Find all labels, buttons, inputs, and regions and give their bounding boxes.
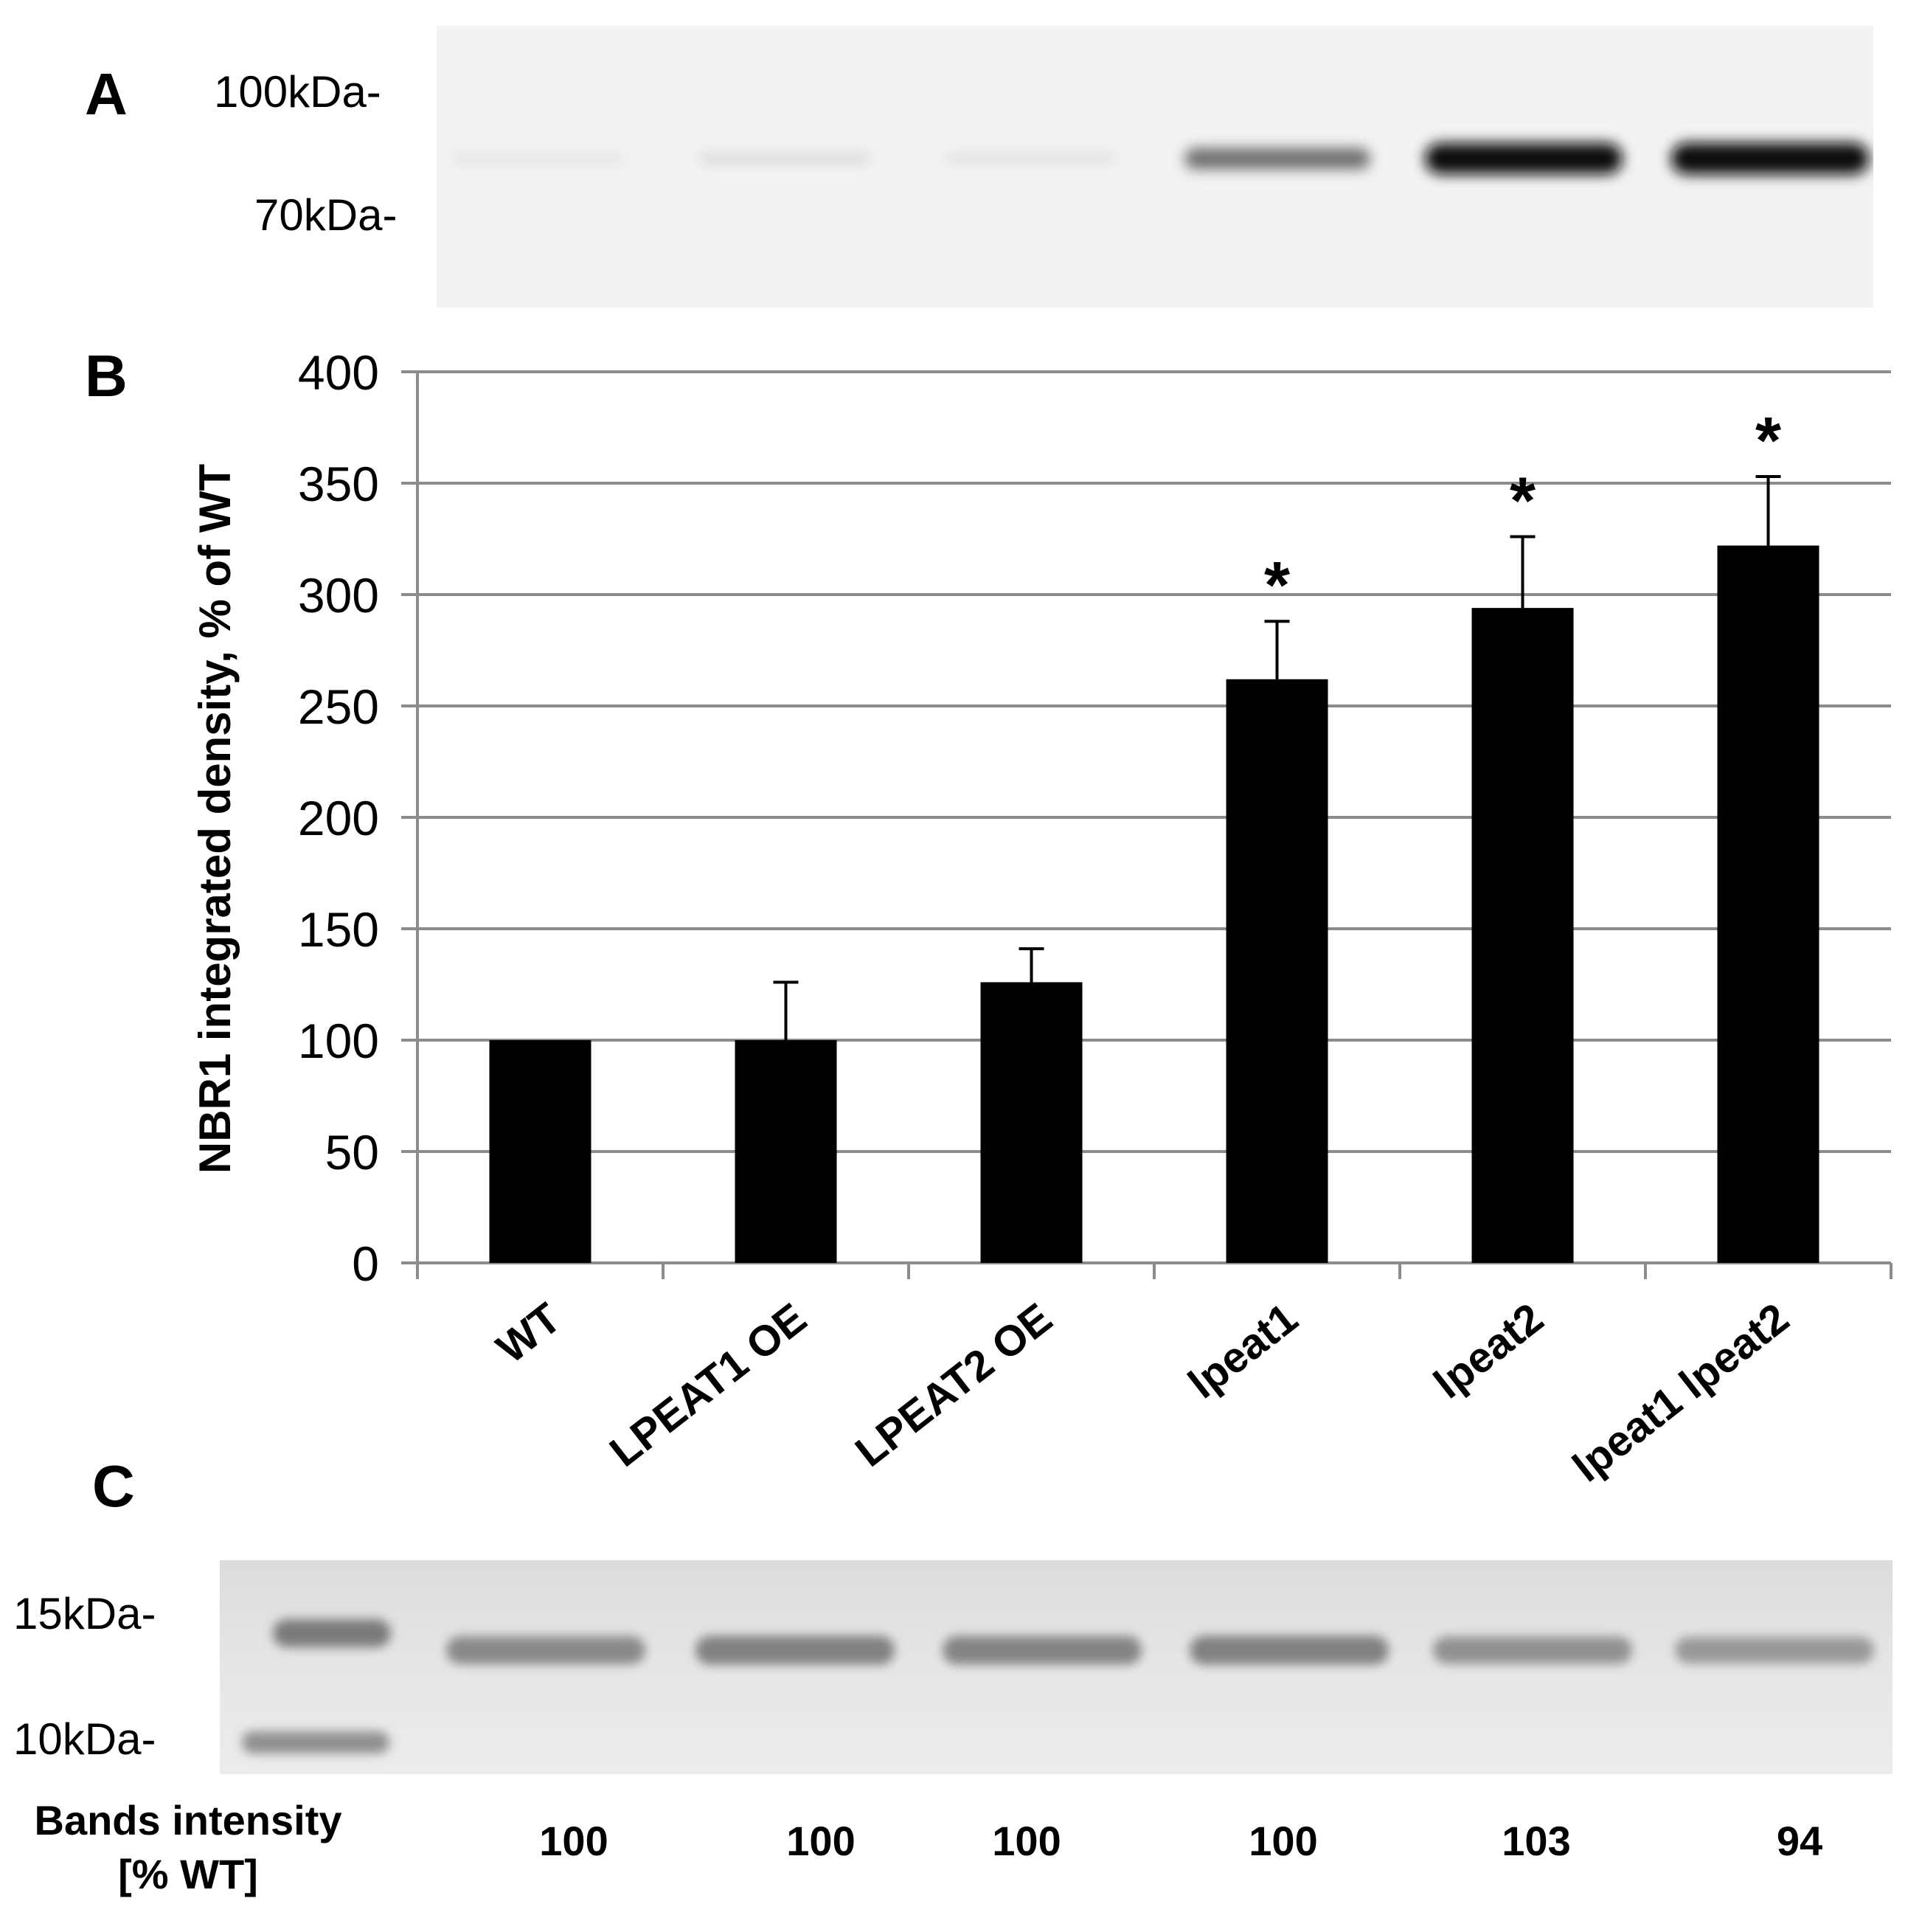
panel-a-label: A (85, 61, 128, 127)
x-category-label: lpeat2 (1425, 1294, 1552, 1408)
blot-a-band (1671, 142, 1870, 175)
significance-asterisk: * (1264, 549, 1290, 623)
error-bar (1019, 947, 1044, 983)
y-tick-label: 0 (352, 1236, 379, 1291)
blot-a-band (452, 153, 625, 164)
bands-intensity-value: 100 (992, 1818, 1061, 1864)
blot-c-band (695, 1635, 895, 1665)
y-tick-label: 250 (298, 679, 379, 734)
error-bars (773, 474, 1781, 1040)
x-category-label: WT (488, 1294, 569, 1373)
blot-a-band (945, 153, 1117, 164)
bands-intensity-value: 100 (539, 1818, 608, 1864)
bands-intensity-label-line2: [% WT] (118, 1850, 258, 1897)
bands-intensity-label: Bands intensity [% WT] (7, 1794, 369, 1902)
y-tick-labels: 0 50 100 150 200 250 300 350 400 (298, 345, 379, 1291)
bar-chart: 0 50 100 150 200 250 300 350 400 * * * WT LPEAT1 OE… (190, 345, 1892, 1492)
bands-intensity-value: 94 (1776, 1818, 1823, 1864)
blot-c-band (446, 1635, 645, 1665)
y-tick-label: 400 (298, 345, 379, 400)
significance-markers: * * * (1264, 404, 1781, 623)
panel-b-label: B (85, 343, 128, 409)
error-bar (1510, 535, 1536, 609)
blot-c-image (220, 1560, 1892, 1774)
axes (401, 370, 1892, 1279)
y-tick-label: 300 (298, 568, 379, 623)
significance-asterisk: * (1755, 404, 1781, 478)
blot-a-marker-100kda: 100kDa- (214, 67, 381, 117)
x-category-labels: WT LPEAT1 OE LPEAT2 OE lpeat1 lpeat2 lpeat1 l… (488, 1294, 1797, 1492)
blot-c-band (1190, 1635, 1389, 1665)
y-tick-label: 350 (298, 457, 379, 511)
bar-wt (489, 1040, 591, 1263)
y-tick-label: 200 (298, 791, 379, 845)
blot-a-image (437, 26, 1873, 308)
x-category-label: lpeat1 (1179, 1294, 1306, 1408)
bands-intensity-value: 100 (786, 1818, 856, 1864)
error-bar (773, 980, 799, 1040)
blot-a-band (1425, 142, 1623, 175)
x-category-label: LPEAT1 OE (601, 1294, 816, 1476)
blot-c-marker-15kda: 15kDa- (13, 1589, 156, 1638)
blot-c-band (1675, 1637, 1874, 1663)
y-tick-label: 150 (298, 902, 379, 957)
x-category-label: lpeat1 lpeat2 (1564, 1294, 1798, 1492)
y-tick-label: 50 (325, 1125, 379, 1180)
bar-lpeat1-oe (735, 1040, 837, 1263)
bars (489, 545, 1819, 1263)
error-bar (1264, 620, 1290, 679)
bands-intensity-label-line1: Bands intensity (34, 1797, 342, 1843)
ladder-band-10kda (242, 1731, 389, 1753)
y-tick-label: 100 (298, 1014, 379, 1068)
error-bar (1755, 474, 1781, 546)
blot-c-marker-10kda: 10kDa- (13, 1714, 156, 1764)
blot-a-band (698, 153, 872, 165)
bar-lpeat2-oe (980, 982, 1083, 1263)
panel-c-label: C (92, 1453, 135, 1519)
bands-intensity-value: 103 (1502, 1818, 1571, 1864)
bar-lpeat1-lpeat2 (1717, 545, 1819, 1263)
blot-a-marker-70kda: 70kDa- (254, 190, 398, 240)
blot-c-band (943, 1635, 1142, 1665)
bar-lpeat2 (1471, 608, 1574, 1263)
ladder-band-15kda (273, 1619, 391, 1647)
grid-lines (417, 370, 1891, 1153)
significance-asterisk: * (1510, 464, 1536, 538)
y-axis-title: NBR1 integrated density, % of WT (190, 464, 240, 1174)
blot-c-band (1433, 1636, 1632, 1664)
x-category-label: LPEAT2 OE (847, 1294, 1061, 1476)
blot-a-band (1184, 148, 1370, 170)
bar-lpeat1 (1226, 679, 1328, 1263)
bands-intensity-value: 100 (1249, 1818, 1318, 1864)
